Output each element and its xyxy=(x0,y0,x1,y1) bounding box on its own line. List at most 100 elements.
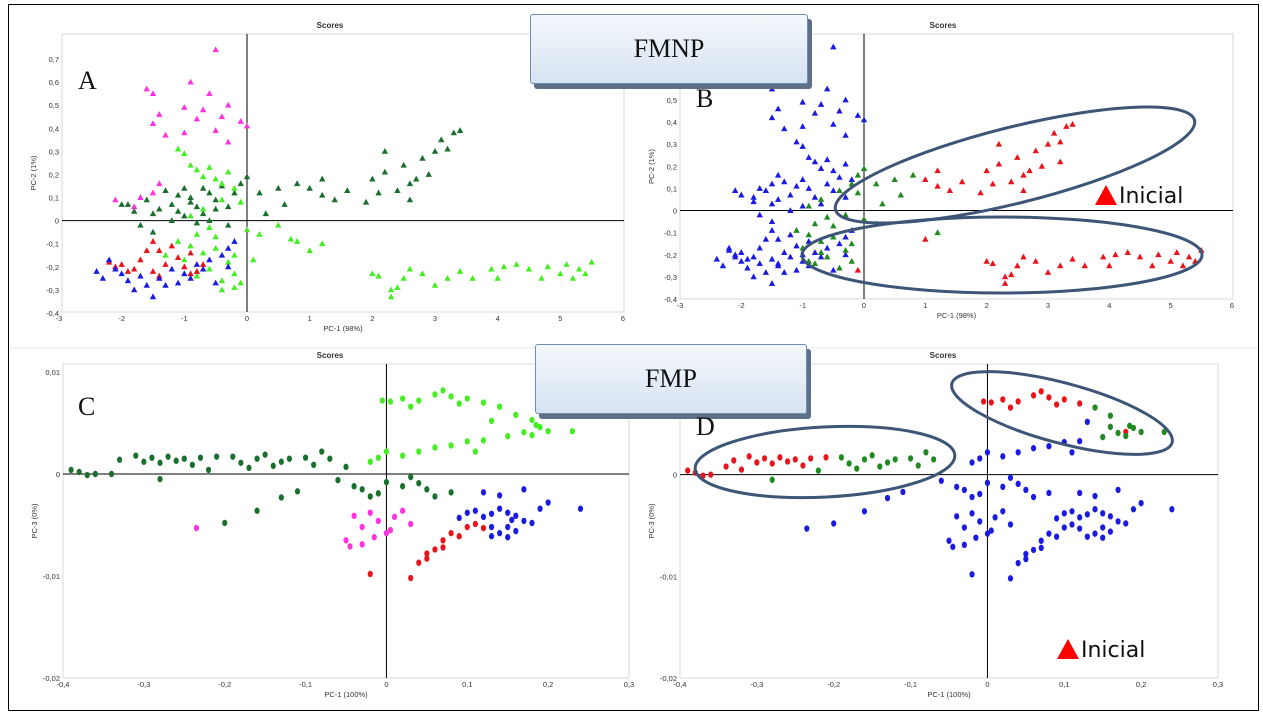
data-point xyxy=(278,494,284,501)
data-point xyxy=(105,256,113,263)
data-point xyxy=(408,403,414,410)
data-point xyxy=(193,203,201,210)
data-point xyxy=(824,85,831,92)
data-point xyxy=(977,490,983,498)
data-point xyxy=(817,249,825,255)
data-point xyxy=(456,533,462,540)
data-point xyxy=(744,264,751,271)
data-point xyxy=(367,458,373,465)
data-point xyxy=(545,427,551,435)
data-point xyxy=(781,269,788,275)
data-point xyxy=(1023,550,1029,558)
y-tick-label: 0,5 xyxy=(667,96,677,105)
data-point xyxy=(923,449,929,456)
data-point xyxy=(168,242,175,249)
data-point xyxy=(588,258,595,265)
y-tick-label: 0,4 xyxy=(49,124,59,133)
data-point xyxy=(842,96,849,103)
data-point xyxy=(1030,493,1037,501)
data-point xyxy=(793,227,800,233)
x-tick-label: 2 xyxy=(985,301,989,310)
data-point xyxy=(416,448,422,455)
data-point xyxy=(162,251,169,258)
x-tick-label: -2 xyxy=(738,301,745,310)
data-point xyxy=(1046,489,1052,497)
data-point xyxy=(575,265,583,272)
series-a-1 xyxy=(118,127,464,235)
panel-label-b: B xyxy=(696,84,714,113)
data-point xyxy=(359,523,365,531)
data-point xyxy=(793,242,800,249)
y-tick-label: -0,4 xyxy=(664,295,677,304)
data-point xyxy=(193,268,201,274)
data-point xyxy=(448,529,454,537)
y-axis-label-c: PC-3 (0%) xyxy=(30,503,39,539)
data-point xyxy=(1054,401,1060,408)
data-point xyxy=(984,479,991,486)
data-point xyxy=(1023,555,1029,563)
data-point xyxy=(124,268,132,274)
data-point xyxy=(406,196,414,203)
data-point xyxy=(774,105,782,112)
data-point xyxy=(174,254,182,260)
data-point xyxy=(199,173,207,180)
data-point xyxy=(817,165,825,171)
data-point xyxy=(156,180,163,187)
data-point xyxy=(108,470,115,478)
data-point xyxy=(854,266,862,273)
data-point xyxy=(973,534,979,541)
data-point xyxy=(958,178,966,185)
legend-inicial-label: Inicial xyxy=(1119,184,1184,209)
data-point xyxy=(977,455,983,462)
data-point xyxy=(995,140,1003,147)
data-point xyxy=(768,218,776,225)
data-point xyxy=(1149,262,1156,269)
data-point xyxy=(344,187,351,194)
data-point xyxy=(187,249,194,256)
data-point xyxy=(1185,253,1193,260)
data-point xyxy=(218,180,226,187)
y-tick-label: 0,2 xyxy=(667,162,677,171)
series-b-2 xyxy=(854,120,1205,286)
data-point xyxy=(811,260,819,267)
y-tick-label: -0,01 xyxy=(660,572,677,581)
data-point xyxy=(1063,123,1070,129)
data-point xyxy=(287,235,295,242)
data-point xyxy=(193,272,201,279)
data-point xyxy=(1084,511,1090,518)
data-point xyxy=(131,265,138,272)
x-tick-label: 4 xyxy=(1107,301,1111,310)
data-point xyxy=(1069,449,1075,456)
data-point xyxy=(156,247,163,254)
data-point xyxy=(545,499,551,506)
data-point xyxy=(1032,258,1039,264)
data-point xyxy=(961,524,967,531)
data-point xyxy=(262,210,269,217)
data-point xyxy=(187,212,194,219)
data-point xyxy=(256,189,263,196)
x-tick-label: 0,2 xyxy=(1136,680,1146,689)
data-point xyxy=(1026,167,1033,174)
y-tick-label: 0,5 xyxy=(49,101,59,110)
data-point xyxy=(823,454,829,461)
data-point xyxy=(1038,537,1044,544)
x-tick-label: 5 xyxy=(1169,301,1173,310)
data-point xyxy=(278,458,284,465)
data-point xyxy=(1032,147,1039,154)
data-point xyxy=(149,454,155,461)
data-point xyxy=(149,189,157,196)
data-point xyxy=(143,247,150,254)
data-point xyxy=(212,46,219,53)
data-point xyxy=(1057,158,1064,165)
data-point xyxy=(738,191,745,198)
x-tick-label: 0,3 xyxy=(1213,680,1223,689)
series-d-2 xyxy=(804,418,1175,582)
data-point xyxy=(431,281,439,288)
data-point xyxy=(162,187,169,194)
data-point xyxy=(787,231,794,238)
data-point xyxy=(149,210,157,217)
data-point xyxy=(774,235,782,242)
data-point xyxy=(243,226,251,233)
y-axis-label-b: PC-2 (1%) xyxy=(647,148,656,184)
data-point xyxy=(892,456,898,463)
